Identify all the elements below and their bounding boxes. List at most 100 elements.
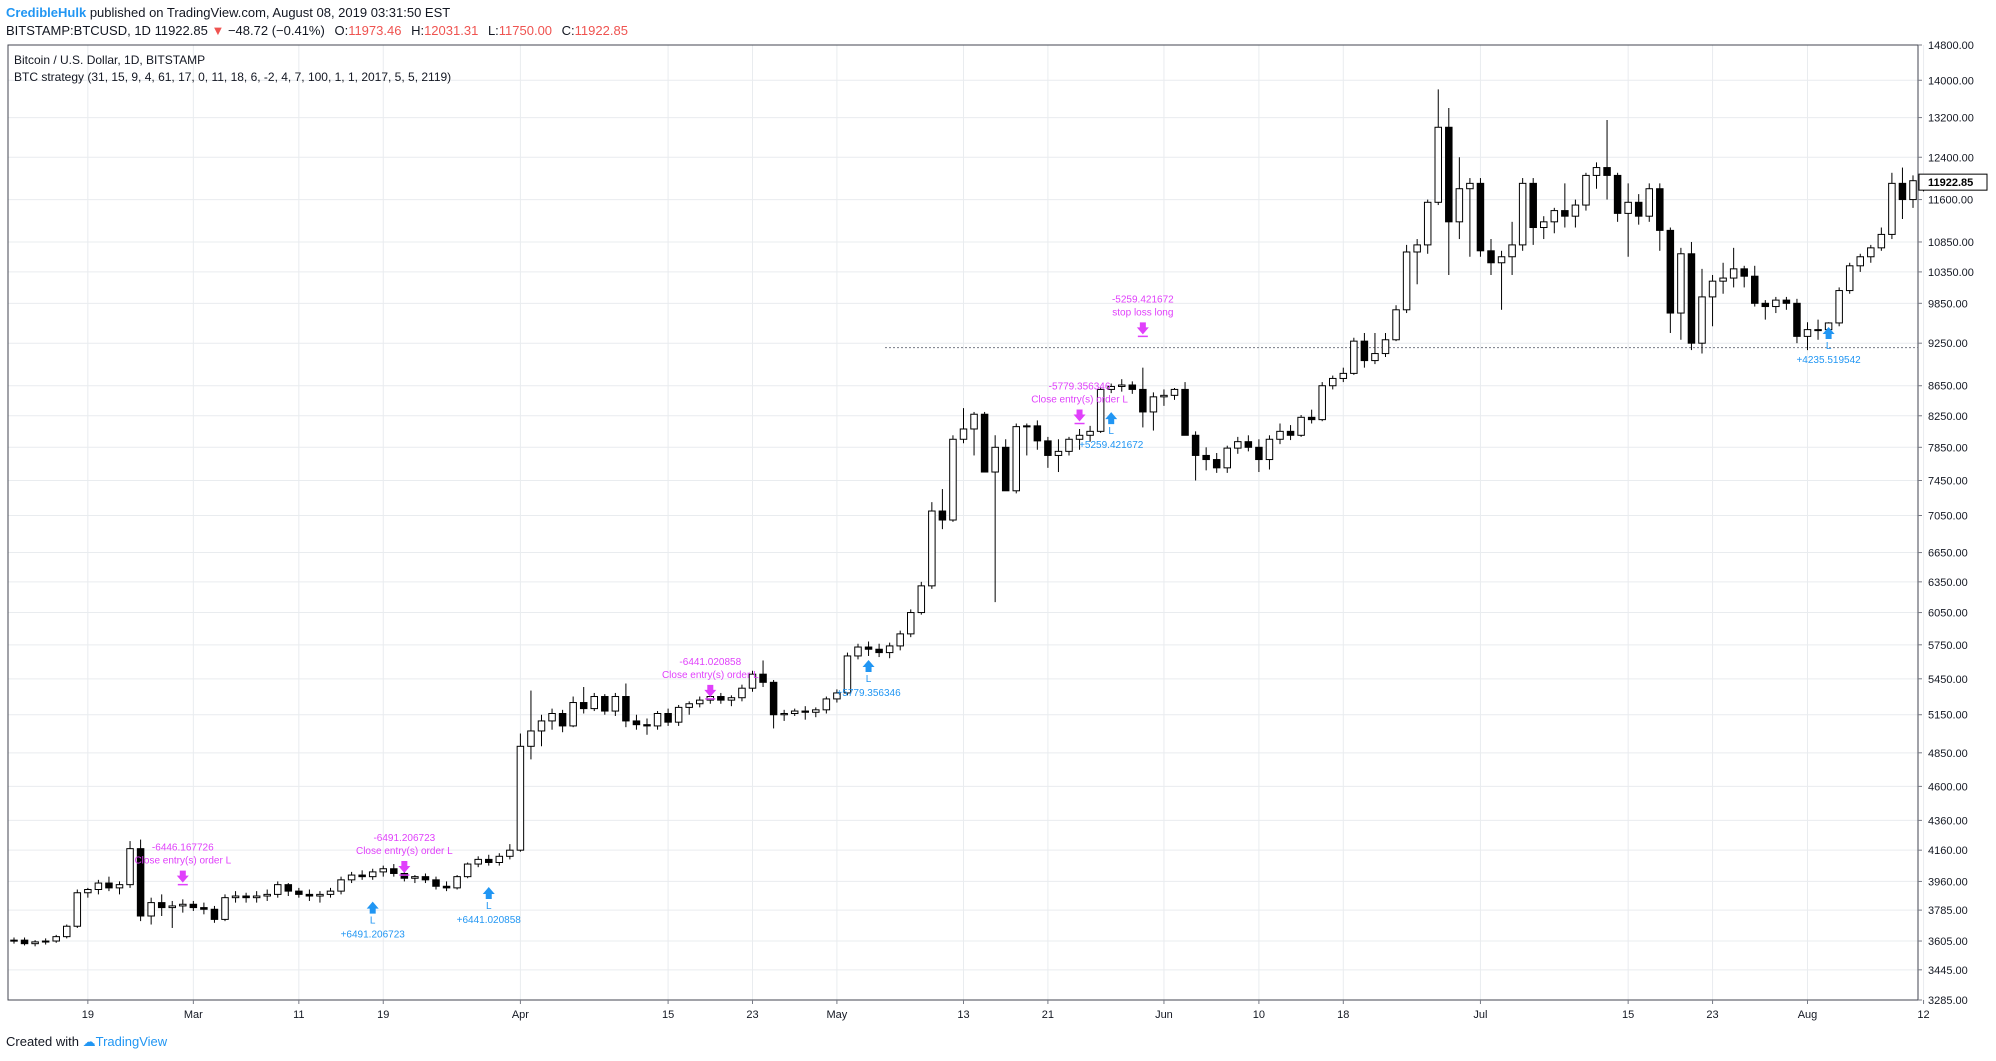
- candle-body: [1286, 430, 1295, 436]
- candle: [1466, 178, 1474, 257]
- time-axis[interactable]: 19 Mar 11 19 Apr 15 23 May 13 21 Jun 10 18 Jul 15 23 Aug…: [82, 1000, 1930, 1021]
- candle-body: [1729, 268, 1738, 279]
- candle: [1803, 322, 1812, 351]
- candle-body: [1423, 201, 1432, 246]
- candle-body: [1170, 388, 1179, 396]
- candle-body: [242, 895, 250, 899]
- candle: [548, 708, 556, 730]
- candle: [52, 934, 60, 943]
- candle-body: [801, 710, 809, 713]
- tradingview-brand[interactable]: TradingView: [95, 1034, 168, 1049]
- candle-body: [379, 868, 387, 873]
- candle-body: [63, 925, 71, 938]
- candle-body: [1350, 340, 1358, 374]
- candle-body: [622, 696, 630, 722]
- candle: [358, 870, 366, 880]
- long-entry-signal: L +4235.519542: [1796, 326, 1861, 366]
- x-tick-label: 15: [1622, 1009, 1634, 1021]
- candle-body: [1012, 426, 1020, 492]
- candle-body: [337, 879, 345, 892]
- candle-body: [558, 713, 567, 727]
- long-entry-signal: L +6491.206723: [341, 901, 405, 941]
- candle-body: [31, 941, 39, 945]
- candle-body: [1751, 275, 1759, 304]
- candle-body: [421, 876, 430, 881]
- author-link[interactable]: CredibleHulk: [6, 5, 87, 20]
- candle: [812, 707, 820, 718]
- candle: [231, 891, 240, 903]
- candle-body: [833, 692, 841, 700]
- candle-body: [1634, 201, 1643, 217]
- candle: [379, 865, 387, 877]
- y-tick-label: 3605.00: [1928, 936, 1968, 948]
- candle-body: [179, 903, 187, 907]
- candle-body: [1550, 210, 1559, 223]
- candle-body: [1318, 385, 1326, 421]
- candle-body: [1645, 188, 1653, 217]
- candle: [579, 687, 588, 714]
- candle-body: [1845, 265, 1854, 292]
- candle-body: [769, 681, 778, 716]
- candle: [284, 883, 293, 897]
- y-tick-label: 10350.00: [1928, 267, 1974, 279]
- candle-body: [1360, 340, 1369, 362]
- signal-profit-label: -5779.356346: [1049, 382, 1111, 393]
- ohlc-line: BITSTAMP:BTCUSD, 1D 11922.85 ▼ −48.72 (−…: [6, 22, 628, 40]
- candle-body: [875, 648, 883, 654]
- x-tick-label: Jun: [1155, 1009, 1173, 1021]
- price-axis[interactable]: 3285.00 3445.00 3605.00 3785.00 3960.00 4160.…: [1918, 40, 1988, 1007]
- candle: [854, 643, 862, 660]
- candle-body: [1265, 438, 1274, 461]
- candle: [1402, 244, 1411, 314]
- candle-body: [1023, 425, 1031, 428]
- candle: [1434, 89, 1442, 206]
- candle-body: [1540, 221, 1548, 229]
- candle: [168, 900, 176, 928]
- candle: [485, 854, 493, 866]
- candle-body: [1139, 388, 1147, 413]
- candle-body: [20, 939, 29, 945]
- candle-body: [1487, 250, 1495, 264]
- y-tick-label: 4360.00: [1928, 815, 1968, 827]
- candle-body: [1603, 167, 1611, 176]
- candle: [907, 609, 915, 638]
- candle: [136, 839, 145, 922]
- candle-body: [1075, 434, 1084, 440]
- candle: [917, 581, 926, 615]
- candle-body: [52, 936, 60, 942]
- candle: [664, 708, 672, 726]
- candle-body: [632, 720, 641, 726]
- candle: [1645, 183, 1653, 222]
- candle: [126, 841, 134, 888]
- candle-body: [759, 673, 767, 683]
- candle: [1423, 199, 1432, 254]
- signal-order-label: stop loss long: [1112, 307, 1173, 318]
- candle-body: [1445, 126, 1453, 223]
- y-tick-label: 3960.00: [1928, 876, 1968, 888]
- signal-profit-label: -6491.206723: [373, 833, 435, 844]
- candle: [738, 684, 746, 702]
- candle: [73, 889, 82, 928]
- candle-body: [84, 888, 92, 894]
- candle-body: [1065, 438, 1073, 452]
- candle-body: [1740, 268, 1748, 277]
- candle: [147, 897, 155, 925]
- candle: [1751, 265, 1759, 307]
- candle-body: [1307, 416, 1316, 421]
- close-label: C:: [561, 23, 575, 38]
- footer: Created with ☁TradingView: [6, 1034, 167, 1050]
- candle: [326, 887, 335, 898]
- candle: [1012, 423, 1020, 494]
- candle-body: [1571, 204, 1580, 217]
- candle: [1234, 436, 1242, 454]
- x-tick-label: Mar: [184, 1009, 203, 1021]
- y-tick-label: 3285.00: [1928, 995, 1968, 1007]
- candle: [221, 894, 229, 922]
- candle-body: [696, 699, 704, 705]
- candle-body: [854, 646, 862, 657]
- low-value: 11750.00: [498, 23, 553, 38]
- candle: [263, 889, 271, 901]
- candle-body: [537, 720, 546, 732]
